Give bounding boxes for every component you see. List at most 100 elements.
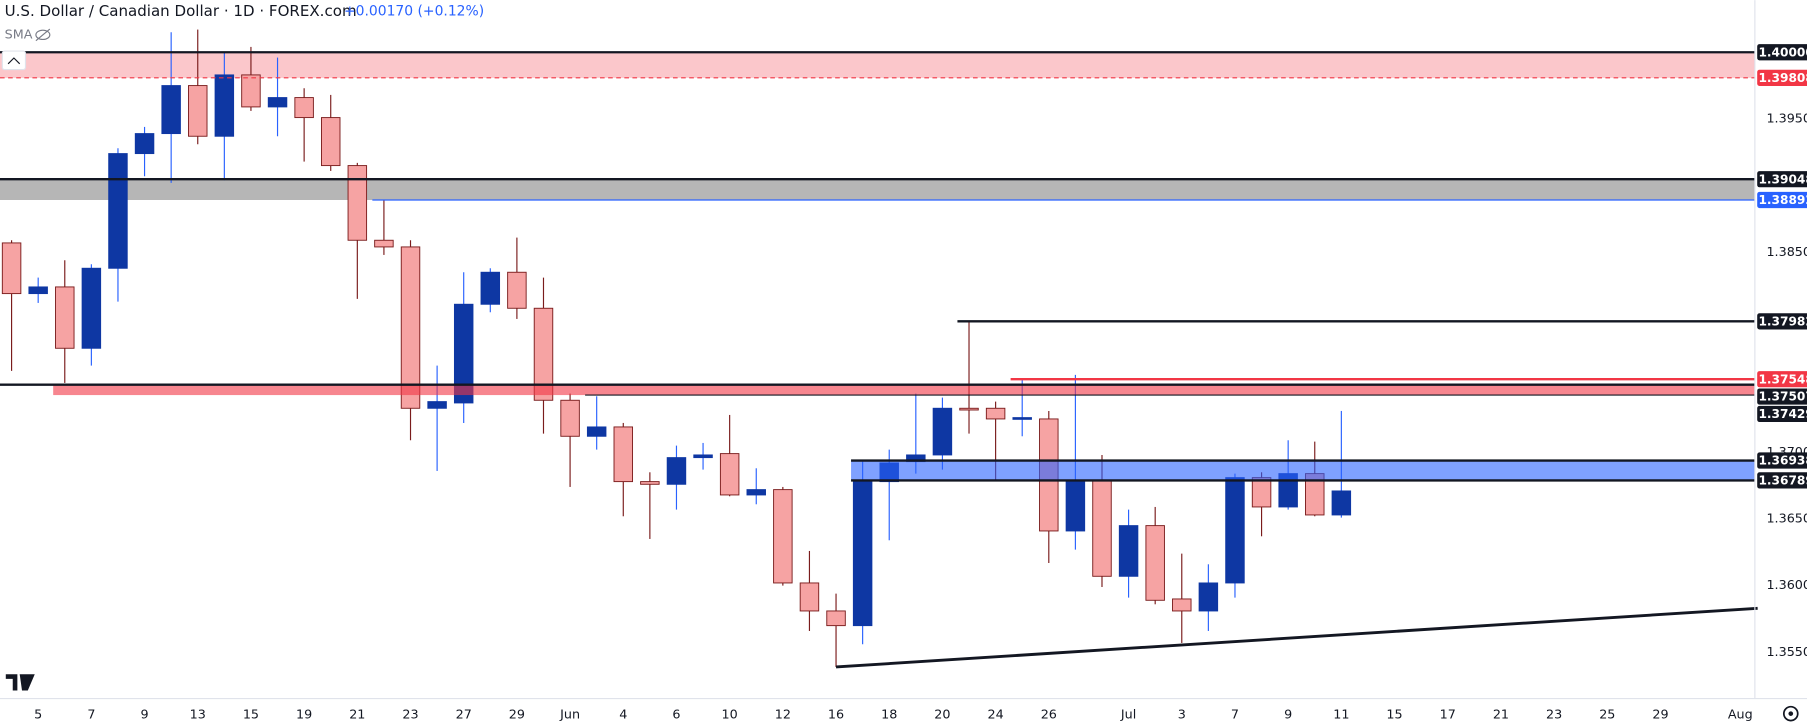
candle-body <box>959 407 979 411</box>
level-label: 1.39048 <box>1758 172 1807 186</box>
x-tick-label: 5 <box>34 707 42 722</box>
level-label: 1.38892 <box>1758 193 1807 207</box>
zones <box>0 52 1755 200</box>
collapse-button[interactable] <box>1 50 27 71</box>
candle-body <box>719 453 740 496</box>
level-label-box <box>1757 313 1807 330</box>
level-label-box <box>1757 171 1807 188</box>
x-tick-label: 15 <box>243 707 259 722</box>
candle-body <box>108 153 128 269</box>
x-tick-label: 11 <box>1333 707 1349 722</box>
candle-body <box>1092 479 1112 577</box>
x-tick-label: 24 <box>988 707 1004 722</box>
y-tick-label: 1.36000 <box>1766 578 1807 593</box>
candle-body <box>1118 525 1139 577</box>
x-tick-label: 29 <box>509 707 525 722</box>
candle-body <box>693 454 713 459</box>
x-tick-label: 25 <box>1599 707 1615 722</box>
y-tick-label: 1.39500 <box>1766 111 1807 126</box>
trendline <box>835 606 1758 669</box>
candle-body <box>773 489 793 584</box>
x-tick-label: 21 <box>349 707 365 722</box>
candle-body <box>640 481 660 485</box>
x-tick-label: 7 <box>1231 707 1239 722</box>
candle-body <box>1 242 22 295</box>
level-label: 1.37548 <box>1758 372 1807 386</box>
x-tick-label: 15 <box>1386 707 1402 722</box>
level-labels: 1.40000 1.39808 1.39048 1.38892 1.37982 1.375… <box>1757 44 1807 489</box>
x-tick-label: Jun <box>559 707 580 722</box>
candle-body <box>267 97 288 108</box>
level-label: 1.37507 <box>1758 390 1807 404</box>
candle-body <box>453 303 474 404</box>
candle-body <box>799 582 820 612</box>
level-label: 1.39808 <box>1758 71 1807 85</box>
candle-body <box>1331 490 1352 516</box>
candle-body <box>852 481 873 627</box>
level-label: 1.36789 <box>1758 473 1807 487</box>
price-change: +0.00170 (+0.12%) <box>344 4 484 20</box>
candle-body <box>374 239 394 248</box>
x-tick-label: Aug <box>1728 707 1753 722</box>
x-tick-label: 29 <box>1652 707 1668 722</box>
level-label: 1.37429 <box>1758 407 1807 421</box>
level-label-box <box>1757 69 1807 86</box>
candle-body <box>161 85 181 135</box>
x-tick-label: 13 <box>190 707 206 722</box>
candle-body <box>985 407 1006 420</box>
x-tick-label: 23 <box>402 707 418 722</box>
x-tick-label: 3 <box>1178 707 1186 722</box>
level-label: 1.36938 <box>1758 454 1807 468</box>
level-label: 1.40000 <box>1758 45 1807 59</box>
candle-body <box>1198 582 1219 612</box>
x-tick-label: 16 <box>828 707 844 722</box>
level-label-box <box>1757 472 1807 489</box>
collapse-icon <box>7 57 21 65</box>
candle-body <box>613 426 634 483</box>
x-tick-label: 6 <box>672 707 680 722</box>
candle-body <box>480 271 501 305</box>
level-label: 1.37982 <box>1758 314 1807 328</box>
candle-body <box>81 267 102 349</box>
candle-body <box>55 286 75 349</box>
x-tick-label: 4 <box>619 707 627 722</box>
x-tick-label: 9 <box>1284 707 1292 722</box>
x-tick-label: 12 <box>775 707 791 722</box>
candle-body <box>294 97 314 119</box>
candle-body <box>241 74 261 108</box>
candle-body <box>427 401 447 409</box>
y-tick-label: 1.35500 <box>1766 645 1807 660</box>
x-tick-label: 17 <box>1440 707 1456 722</box>
level-label-box <box>1757 44 1807 61</box>
candle-body <box>1251 477 1272 508</box>
candle-body <box>214 74 235 137</box>
x-tick-label: 27 <box>456 707 472 722</box>
candles <box>1 29 1352 667</box>
candle-body <box>826 610 846 627</box>
candle-body <box>188 85 208 137</box>
indicator-label: SMA <box>5 27 33 42</box>
candle-body <box>666 457 687 485</box>
x-tick-label: 10 <box>722 707 738 722</box>
x-tick-label: 7 <box>87 707 95 722</box>
x-tick-label: 19 <box>296 707 312 722</box>
eye-icon[interactable] <box>35 28 51 42</box>
candle-body <box>28 286 48 295</box>
candle-body <box>400 246 421 409</box>
x-tick-label: Jul <box>1120 707 1136 722</box>
lines <box>0 51 1758 669</box>
x-tick-label: 20 <box>934 707 950 722</box>
x-tick-label: 26 <box>1041 707 1057 722</box>
candle-body <box>1145 525 1165 601</box>
level-label-box <box>1757 191 1807 209</box>
settings-icon[interactable] <box>1782 705 1799 722</box>
zone <box>0 179 1755 200</box>
candle-body <box>560 399 580 437</box>
candle-body <box>1172 598 1192 612</box>
candle-body <box>533 307 554 401</box>
candle-body <box>347 165 368 241</box>
zone <box>851 460 1755 481</box>
level-label-box <box>1757 452 1807 469</box>
